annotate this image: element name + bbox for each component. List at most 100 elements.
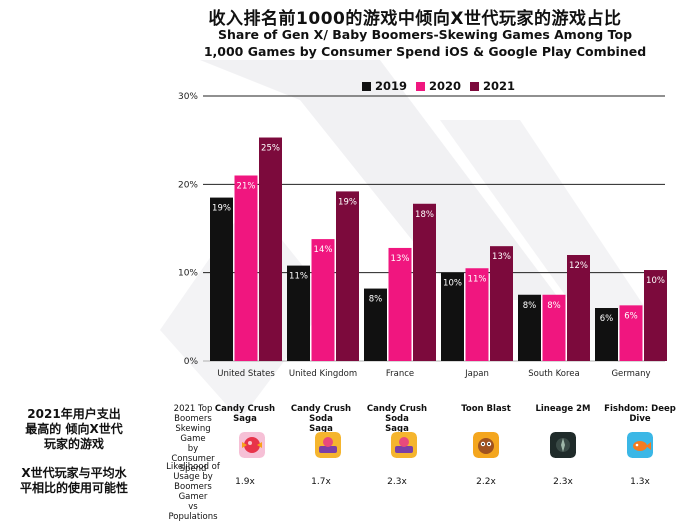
legend-label-2019: 2019	[375, 79, 408, 93]
bar-data-label: 8%	[547, 301, 561, 311]
bar-data-label: 19%	[338, 197, 357, 207]
legend-label-2021: 2021	[483, 79, 516, 93]
candy-crush-soda-icon	[391, 432, 417, 458]
bar	[441, 272, 464, 361]
side-label-likelihood: X世代玩家与平均水 平相比的使用可能性	[0, 466, 148, 496]
side-label-1-line3: 玩家的游戏	[43, 437, 104, 451]
bar-data-label: 14%	[314, 245, 333, 255]
bar	[287, 265, 310, 361]
bar	[518, 294, 541, 361]
chart-title-en-line2: 1,000 Games by Consumer Spend iOS & Goog…	[203, 44, 647, 59]
x-category-label: United States	[217, 369, 275, 379]
game-name-uk-line1: Candy Crush Soda	[290, 404, 352, 424]
game-name-kr-line1: Lineage 2M	[535, 404, 591, 414]
bar-data-label: 11%	[468, 274, 487, 284]
bar	[567, 255, 590, 361]
x-category-label: Germany	[611, 369, 650, 379]
table-head-likelihood-line4: vs Populations	[168, 502, 218, 522]
game-name-jp-line1: Toon Blast	[461, 404, 511, 414]
y-tick-label: 10%	[178, 269, 198, 279]
bar-data-label: 25%	[261, 144, 280, 154]
ratio-fr: 2.3x	[387, 477, 407, 487]
bar-data-label: 19%	[212, 204, 231, 214]
side-label-2-line1: X世代玩家与平均水	[21, 466, 127, 480]
table-head-top-game-line3: Skewing Game	[175, 424, 211, 444]
legend-label-2020: 2020	[429, 79, 462, 93]
legend-swatch-2019	[362, 82, 371, 91]
bar-data-label: 13%	[391, 254, 410, 264]
toon-blast-icon	[473, 432, 499, 458]
ratio-uk: 1.7x	[311, 477, 331, 487]
table-head-top-game-line4: by Consumer	[171, 444, 215, 464]
bar-data-label: 11%	[289, 272, 308, 282]
ratio-kr: 2.3x	[553, 477, 573, 487]
game-name-us-line1: Candy Crush Saga	[214, 404, 276, 424]
x-category-label: Japan	[464, 369, 489, 379]
bar-data-label: 6%	[600, 314, 614, 324]
bar-data-label: 8%	[523, 301, 537, 311]
candy-crush-soda-icon	[315, 432, 341, 458]
game-name-kr: Lineage 2M	[520, 404, 606, 414]
bar-data-label: 12%	[569, 261, 588, 271]
legend-item-2021: 2021	[470, 79, 515, 93]
legend-swatch-2020	[416, 82, 425, 91]
table-head-top-game-line5: Spend	[179, 464, 207, 474]
table-head-likelihood-line3: Boomers Gamer	[174, 482, 212, 502]
game-name-fr-line2: Saga	[385, 424, 409, 434]
bar	[465, 268, 489, 361]
game-name-de: Fishdom: Deep Dive	[597, 404, 683, 424]
x-category-label: South Korea	[528, 369, 580, 379]
side-label-1-line2: 最高的 倾向X世代	[25, 422, 123, 436]
x-category-label: United Kingdom	[289, 369, 357, 379]
table-head-top-game-line1: 2021 Top	[173, 404, 213, 414]
bar	[595, 308, 618, 361]
table-head-likelihood-line2: Usage by	[173, 472, 213, 482]
y-tick-label: 20%	[178, 180, 198, 190]
table-head-top-game: 2021 Top Boomers Skewing Game by Consume…	[166, 404, 220, 474]
bar	[619, 305, 643, 361]
bar-data-label: 10%	[646, 276, 665, 286]
side-label-1-line1: 2021年用户支出	[27, 407, 121, 421]
y-tick-label: 0%	[184, 357, 199, 367]
bar-data-label: 10%	[443, 279, 462, 289]
legend-item-2020: 2020	[416, 79, 461, 93]
bar-data-label: 6%	[624, 311, 638, 321]
bar-data-label: 18%	[415, 210, 434, 220]
bar	[210, 197, 233, 361]
x-category-label: France	[386, 369, 414, 379]
bar	[259, 137, 282, 361]
bar	[234, 175, 258, 361]
bar-data-label: 13%	[492, 252, 511, 262]
legend-swatch-2021	[470, 82, 479, 91]
legend-item-2019: 2019	[362, 79, 407, 93]
table-head-likelihood: Likelihood of Usage by Boomers Gamer vs …	[166, 462, 220, 522]
bar	[644, 270, 667, 361]
chart-title-cn: 收入排名前1000的游戏中倾向X世代玩家的游戏占比	[208, 9, 622, 29]
bar	[336, 191, 359, 361]
side-label-top-games: 2021年用户支出 最高的 倾向X世代 玩家的游戏	[0, 407, 148, 452]
bar	[542, 294, 566, 361]
game-name-fr-line1: Candy Crush Soda	[366, 404, 428, 424]
bar	[388, 247, 412, 361]
game-name-de-line2: Dive	[629, 414, 651, 424]
bar-data-label: 8%	[369, 295, 383, 305]
game-name-fr: Candy Crush Soda Saga	[354, 404, 440, 434]
y-tick-label: 30%	[178, 92, 198, 102]
table-head-top-game-line2: Boomers	[174, 414, 212, 424]
table-head-likelihood-line1: Likelihood of	[166, 462, 220, 472]
candy-crush-icon	[239, 432, 265, 458]
ratio-jp: 2.2x	[476, 477, 496, 487]
game-name-de-line1: Fishdom: Deep	[604, 404, 676, 414]
bar	[413, 203, 436, 361]
game-name-uk: Candy Crush Soda Saga	[278, 404, 364, 434]
fishdom-icon	[627, 432, 653, 458]
game-name-us: Candy Crush Saga	[202, 404, 288, 424]
game-name-jp: Toon Blast	[443, 404, 529, 414]
bar-chart: 0% 10% 20% 30% 19% 21% 25% United States 11% 14% 1…	[178, 92, 667, 379]
bar	[364, 288, 387, 361]
bar	[490, 246, 513, 361]
game-name-uk-line2: Saga	[309, 424, 333, 434]
chart-title-en: Share of Gen X/ Baby Boomers-Skewing Gam…	[200, 26, 650, 60]
bar	[311, 239, 335, 361]
side-label-2-line2: 平相比的使用可能性	[19, 481, 128, 495]
